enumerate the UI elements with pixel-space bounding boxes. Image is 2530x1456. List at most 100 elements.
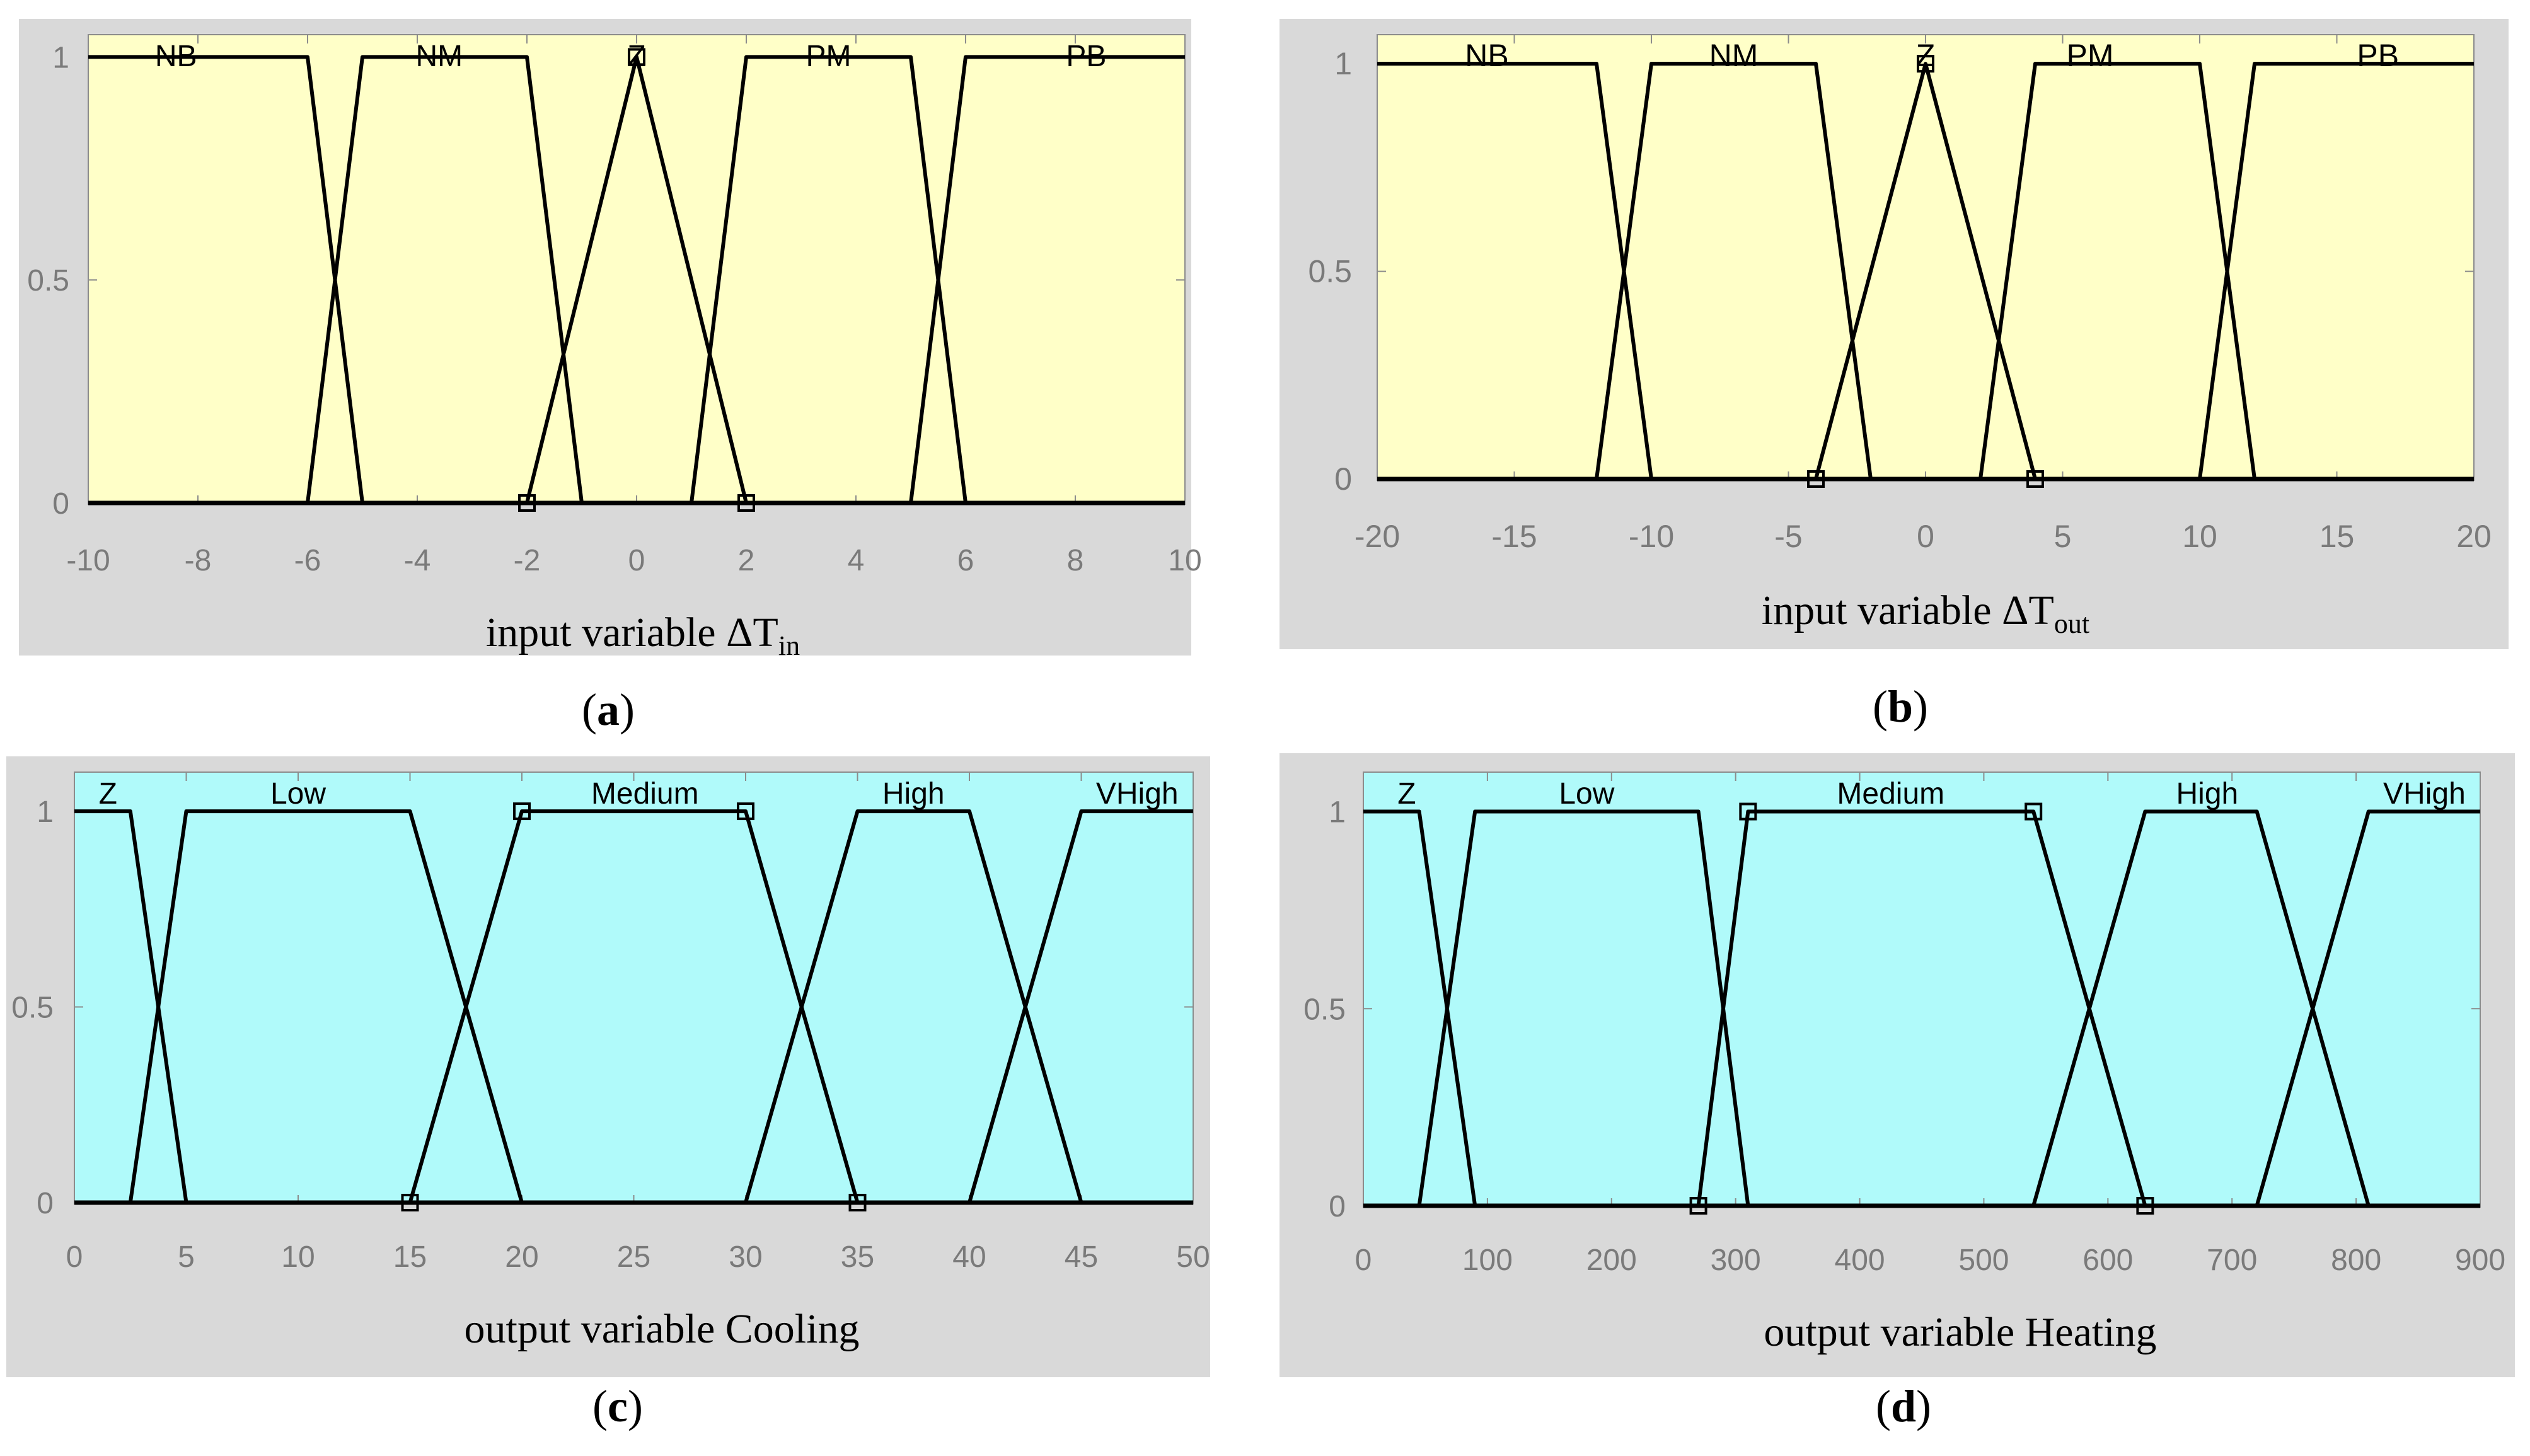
x-tick-label: 6	[957, 544, 974, 577]
caption-close: )	[1916, 1381, 1931, 1431]
x-tick-label: 200	[1586, 1244, 1637, 1277]
y-tick-label: 0	[37, 1187, 54, 1220]
y-tick-label: 0	[1329, 1190, 1346, 1223]
series-label-medium: Medium	[1837, 777, 1944, 811]
series-label-high: High	[882, 777, 945, 811]
x-tick-label: 2	[738, 544, 755, 577]
x-tick-label: 20	[505, 1240, 538, 1274]
caption-open: (	[1873, 681, 1888, 732]
y-tick-label: 1	[52, 41, 69, 74]
panel-caption: (c)	[592, 1381, 643, 1431]
y-tick-label: 0	[1334, 461, 1352, 497]
caption-close: )	[620, 685, 635, 735]
x-tick-label: 500	[1958, 1244, 2009, 1277]
x-tick-label: 800	[2331, 1244, 2381, 1277]
series-label-vhigh: VHigh	[1096, 777, 1179, 811]
series-label-z: Z	[627, 40, 645, 73]
x-tick-label: 4	[848, 544, 865, 577]
y-tick-label: 1	[37, 795, 54, 829]
series-label-high: High	[2176, 777, 2238, 811]
vertex-marker	[1807, 470, 1825, 488]
vertex-marker	[628, 48, 645, 66]
vertex-marker	[2025, 802, 2043, 821]
y-tick-label: 0.5	[27, 264, 69, 298]
chart-a: 0 0.5 1 -10 -8 -6 -4 -2 0 2 4 6 8 10 NB NM Z PM PB input va…	[19, 19, 1202, 735]
vertex-marker	[513, 802, 531, 821]
x-tick-label: 15	[2319, 519, 2355, 554]
y-tick-label: 0.5	[1303, 993, 1346, 1026]
series-label-low: Low	[1559, 777, 1614, 811]
x-axis-label: input variable ΔTin	[486, 610, 800, 661]
caption-close: )	[628, 1381, 643, 1431]
x-tick-label: 900	[2455, 1244, 2505, 1277]
vertex-marker	[737, 802, 754, 821]
series-label-pb: PB	[2357, 38, 2399, 73]
series-label-z: Z	[1397, 777, 1416, 811]
x-axis-label-main: input variable ΔT	[486, 610, 778, 656]
series-label-pm: PM	[806, 40, 852, 73]
series-label-pb: PB	[1066, 40, 1106, 73]
caption-letter: a	[597, 685, 620, 735]
vertex-marker	[401, 1194, 419, 1211]
series-label-pm: PM	[2067, 38, 2114, 73]
membership-pb	[2198, 62, 2474, 480]
series-label-nb: NB	[155, 40, 197, 73]
caption-open: (	[582, 685, 597, 735]
x-tick-label: -6	[294, 544, 321, 577]
membership-vhigh	[2255, 809, 2480, 1206]
caption-letter: c	[608, 1381, 628, 1431]
x-tick-label: 45	[1065, 1240, 1098, 1274]
membership-nm	[306, 55, 584, 504]
x-tick-label: 0	[66, 1240, 83, 1274]
vertex-marker	[2026, 470, 2044, 488]
caption-open: (	[592, 1381, 608, 1431]
x-axis-label: output variable Cooling	[465, 1306, 860, 1352]
x-tick-label: 0	[1355, 1244, 1372, 1277]
x-tick-label: 10	[281, 1240, 315, 1274]
y-tick-label: 0.5	[1308, 254, 1352, 289]
x-tick-label: -10	[66, 544, 110, 577]
vertex-marker	[737, 494, 755, 512]
panel-caption: (a)	[582, 685, 635, 735]
membership-z	[1363, 809, 1477, 1206]
y-tick-label: 0.5	[11, 991, 54, 1025]
x-tick-label: 5	[178, 1240, 195, 1274]
membership-vhigh	[968, 809, 1193, 1203]
x-tick-label: -20	[1355, 519, 1400, 554]
x-axis-label-main: output variable Cooling	[465, 1306, 860, 1352]
x-tick-label: 0	[1917, 519, 1934, 554]
x-tick-label: 20	[2456, 519, 2492, 554]
series-label-medium: Medium	[591, 777, 699, 811]
x-axis-label-subscript: out	[2054, 608, 2089, 639]
membership-nb	[1377, 62, 1653, 480]
x-tick-label: 100	[1462, 1244, 1513, 1277]
x-axis-label-subscript: in	[778, 630, 800, 661]
x-axis-label-main: output variable Heating	[1764, 1309, 2156, 1355]
x-tick-label: 40	[952, 1240, 986, 1274]
x-tick-label: -5	[1774, 519, 1802, 554]
x-tick-label: 25	[617, 1240, 650, 1274]
membership-pb	[909, 55, 1185, 504]
membership-nm	[1595, 62, 1873, 480]
plot-area	[1377, 34, 2475, 481]
chart-d: 0 0.5 1 0 100 200 300 400 500 600 700 800 900 Z Low Med…	[1279, 753, 2515, 1431]
vertex-marker	[1917, 55, 1934, 73]
x-tick-label: 600	[2082, 1244, 2133, 1277]
x-tick-label: -10	[1629, 519, 1674, 554]
chart-c: 00.510 5 10 15 20 25 30 35 40 45 50Z Low Medium High V…	[6, 756, 1210, 1431]
series-label-low: Low	[270, 777, 326, 811]
panel-caption: (d)	[1876, 1381, 1931, 1431]
membership-nb	[88, 55, 364, 504]
x-tick-label: -2	[514, 544, 541, 577]
x-axis-label: input variable ΔTout	[1762, 587, 2089, 639]
x-tick-label: 0	[628, 544, 645, 577]
x-tick-label: 700	[2207, 1244, 2257, 1277]
plot-area	[1363, 771, 2481, 1208]
series-label-nb: NB	[1465, 38, 1508, 73]
series-label-nm: NM	[1709, 38, 1759, 73]
vertex-marker	[1689, 1197, 1707, 1215]
vertex-marker	[1739, 802, 1757, 821]
caption-letter: d	[1891, 1381, 1916, 1431]
